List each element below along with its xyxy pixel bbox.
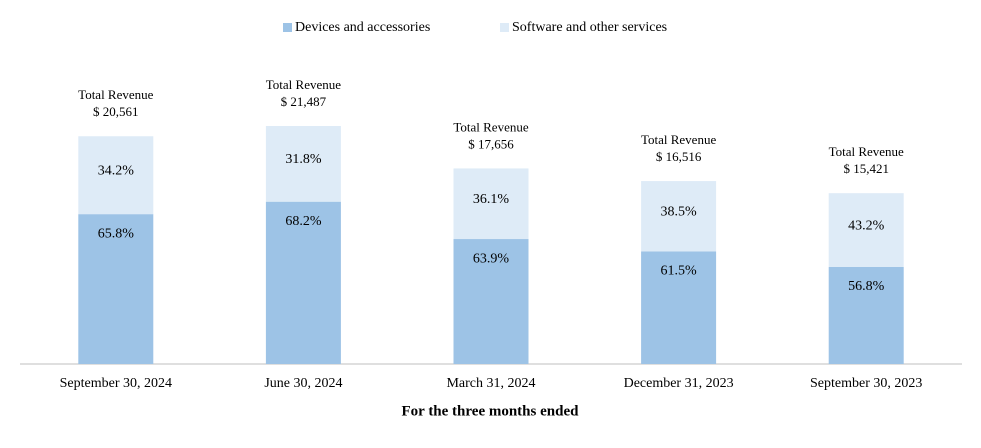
segment-label: 43.2% bbox=[848, 218, 885, 233]
legend-label: Devices and accessories bbox=[295, 20, 430, 35]
bar-segment bbox=[828, 266, 904, 364]
total-label: $ 21,487 bbox=[281, 94, 327, 109]
bar-segment bbox=[453, 239, 529, 364]
bar-segment bbox=[265, 201, 341, 364]
total-caption: Total Revenue bbox=[266, 77, 341, 92]
x-tick-label: September 30, 2024 bbox=[60, 376, 172, 391]
total-label: $ 17,656 bbox=[468, 136, 514, 151]
total-label: $ 20,561 bbox=[93, 104, 139, 119]
segment-label: 31.8% bbox=[285, 152, 322, 167]
segment-label: 68.2% bbox=[285, 214, 322, 229]
legend-swatch bbox=[500, 23, 509, 32]
x-tick-label: September 30, 2023 bbox=[810, 376, 922, 391]
total-caption: Total Revenue bbox=[453, 119, 528, 134]
segment-label: 61.5% bbox=[661, 264, 698, 279]
x-tick-label: December 31, 2023 bbox=[624, 376, 734, 391]
bar-segment bbox=[265, 126, 341, 202]
segment-label: 36.1% bbox=[473, 192, 510, 207]
bar-segment bbox=[641, 251, 717, 364]
total-caption: Total Revenue bbox=[641, 132, 716, 147]
segment-label: 63.9% bbox=[473, 251, 510, 266]
bar-segment bbox=[78, 214, 154, 364]
bar-segment bbox=[78, 136, 154, 215]
bar-segment bbox=[828, 193, 904, 267]
x-tick-label: March 31, 2024 bbox=[446, 376, 535, 391]
segment-label: 65.8% bbox=[98, 226, 135, 241]
x-axis-title: For the three months ended bbox=[402, 403, 580, 419]
bar-segment bbox=[453, 168, 529, 240]
total-label: $ 15,421 bbox=[843, 161, 889, 176]
total-caption: Total Revenue bbox=[829, 144, 904, 159]
total-caption: Total Revenue bbox=[78, 87, 153, 102]
segment-label: 34.2% bbox=[98, 163, 135, 178]
legend-swatch bbox=[283, 23, 292, 32]
bar-segment bbox=[641, 181, 717, 252]
segment-label: 38.5% bbox=[661, 204, 698, 219]
legend-label: Software and other services bbox=[512, 20, 667, 35]
total-label: $ 16,516 bbox=[656, 149, 702, 164]
x-tick-label: June 30, 2024 bbox=[264, 376, 342, 391]
segment-label: 56.8% bbox=[848, 279, 885, 294]
